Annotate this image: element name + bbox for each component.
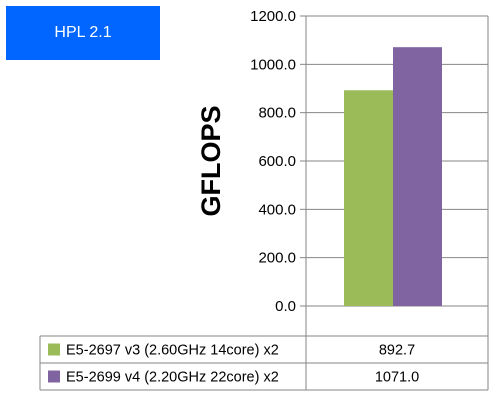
y-tick-label: 200.0 bbox=[258, 250, 296, 267]
y-tick-label: 0.0 bbox=[275, 298, 296, 315]
legend-swatch-1 bbox=[48, 343, 60, 356]
bars bbox=[344, 47, 442, 307]
y-tick-label: 800.0 bbox=[258, 105, 296, 122]
y-tick-label: 600.0 bbox=[258, 153, 296, 170]
legend-series-name: E5-2699 v4 (2.20GHz 22core) x2 bbox=[66, 370, 279, 386]
y-tick-label: 400.0 bbox=[258, 201, 296, 218]
bar-series-2 bbox=[393, 47, 442, 307]
legend-series-name: E5-2697 v3 (2.60GHz 14core) x2 bbox=[66, 343, 279, 359]
benchmark-badge-label: HPL 2.1 bbox=[54, 24, 112, 41]
y-tick-label: 1000.0 bbox=[250, 56, 296, 73]
data-table: E5-2697 v3 (2.60GHz 14core) x2 892.7 E5-26… bbox=[39, 306, 489, 391]
benchmark-badge: HPL 2.1 bbox=[6, 6, 160, 60]
y-tick-label: 1200.0 bbox=[250, 8, 296, 25]
y-tick-labels: 0.0 200.0 400.0 600.0 800.0 1000.0 1200.0 bbox=[250, 8, 296, 315]
bar-series-1 bbox=[344, 90, 393, 307]
y-axis-title: GFLOPS bbox=[196, 105, 226, 216]
legend-swatch-2 bbox=[48, 370, 60, 383]
data-value-label: 892.7 bbox=[379, 343, 415, 359]
data-value-label: 1071.0 bbox=[375, 370, 419, 386]
